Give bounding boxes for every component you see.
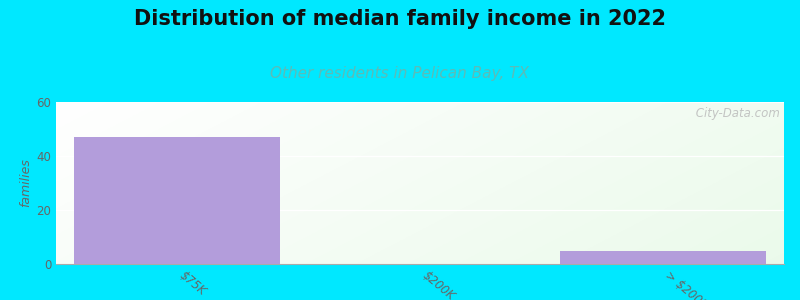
Y-axis label: families: families xyxy=(19,159,32,207)
Bar xyxy=(74,137,281,264)
Bar xyxy=(559,250,766,264)
Text: City-Data.com: City-Data.com xyxy=(693,107,780,120)
Text: Other residents in Pelican Bay, TX: Other residents in Pelican Bay, TX xyxy=(270,66,530,81)
Text: Distribution of median family income in 2022: Distribution of median family income in … xyxy=(134,9,666,29)
